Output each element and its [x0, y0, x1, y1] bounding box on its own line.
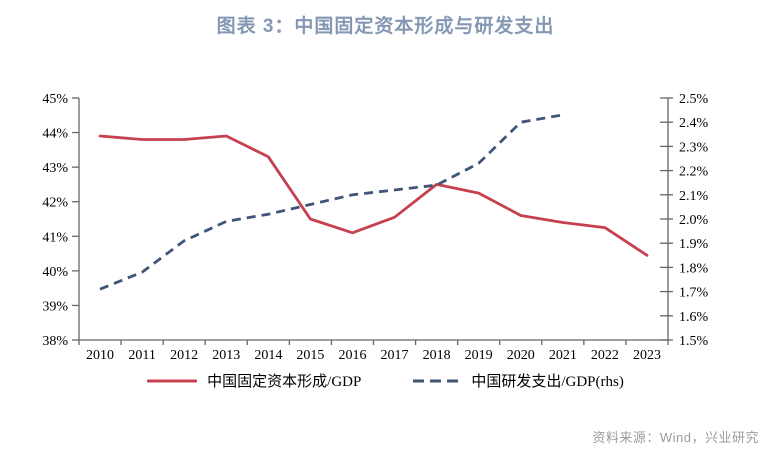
series-line-fixed-capital: [98, 134, 649, 257]
svg-text:2010: 2010: [86, 348, 114, 363]
svg-text:2011: 2011: [128, 348, 155, 363]
dashed-line-swatch-icon: [413, 379, 462, 382]
svg-text:2.4%: 2.4%: [679, 116, 709, 131]
svg-text:1.8%: 1.8%: [679, 261, 709, 276]
svg-text:2020: 2020: [507, 348, 535, 363]
svg-text:44%: 44%: [42, 127, 68, 142]
svg-text:2017: 2017: [381, 348, 409, 363]
svg-text:2023: 2023: [633, 348, 661, 363]
svg-text:2.5%: 2.5%: [679, 92, 709, 107]
legend-item-fixed-capital: 中国固定资本形成/GDP: [147, 370, 361, 391]
svg-text:45%: 45%: [42, 92, 68, 107]
svg-text:2014: 2014: [254, 348, 282, 363]
svg-text:2.1%: 2.1%: [679, 189, 709, 204]
solid-line-swatch-icon: [147, 379, 198, 382]
svg-text:42%: 42%: [42, 196, 68, 211]
svg-text:1.6%: 1.6%: [679, 310, 709, 325]
svg-text:2.3%: 2.3%: [679, 140, 709, 155]
legend-item-rnd: 中国研发支出/GDP(rhs): [413, 370, 624, 391]
axis-lines: [78, 98, 669, 341]
svg-text:1.9%: 1.9%: [679, 237, 709, 252]
svg-text:2019: 2019: [465, 348, 493, 363]
svg-text:39%: 39%: [42, 299, 68, 314]
svg-text:41%: 41%: [42, 230, 68, 245]
legend-label-fixed-capital: 中国固定资本形成/GDP: [207, 374, 362, 390]
svg-text:2.2%: 2.2%: [679, 165, 709, 180]
svg-text:38%: 38%: [42, 334, 68, 349]
svg-text:2015: 2015: [296, 348, 324, 363]
chart-title: 图表 3：中国固定资本形成与研发支出: [216, 16, 555, 37]
chart-legend: 中国固定资本形成/GDP 中国研发支出/GDP(rhs): [0, 370, 771, 391]
svg-text:2018: 2018: [423, 348, 451, 363]
svg-text:2.0%: 2.0%: [679, 213, 709, 228]
source-note: 资料来源：Wind，兴业研究: [592, 430, 759, 445]
svg-text:2013: 2013: [212, 348, 240, 363]
svg-text:2021: 2021: [549, 348, 577, 363]
series-lines: [98, 113, 649, 291]
svg-text:2016: 2016: [338, 348, 366, 363]
legend-label-rnd: 中国研发支出/GDP(rhs): [471, 374, 624, 390]
svg-text:2022: 2022: [591, 348, 619, 363]
svg-text:1.5%: 1.5%: [679, 334, 709, 349]
svg-text:2012: 2012: [170, 348, 198, 363]
axis-tick-labels: 38% 39% 40% 41% 42% 43% 44% 45% 1.5% 1.6% 1.7% 1.8%…: [42, 92, 708, 363]
axis-ticks: [72, 97, 673, 345]
svg-text:40%: 40%: [42, 265, 68, 280]
svg-text:1.7%: 1.7%: [679, 286, 709, 301]
svg-text:43%: 43%: [42, 161, 68, 176]
